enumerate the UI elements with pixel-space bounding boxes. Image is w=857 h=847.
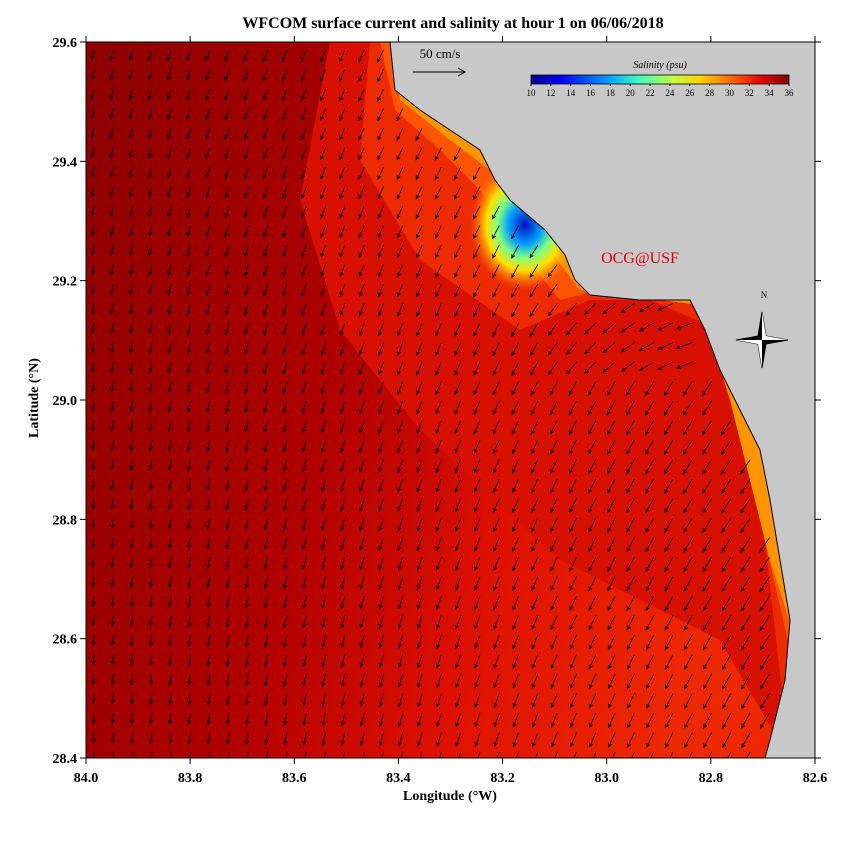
colorbar [530,74,790,85]
credit: OCG@USF [601,250,679,267]
colorbar-tick-label: 10 [527,88,537,98]
colorbar-title: Salinity (psu) [633,60,687,71]
x-tick-label: 83.8 [178,771,203,786]
x-tick-label: 83.2 [490,771,515,786]
y-tick-label: 28.8 [53,513,78,528]
colorbar-tick-label: 12 [546,88,555,98]
compass-rose: N [735,290,789,369]
compass-label: N [761,290,768,300]
axes: 84.0 83.8 83.6 83.4 83.2 83.0 82.8 82.6 28.4 28.6… [53,36,828,786]
colorbar-tick-label: 16 [586,88,596,98]
y-tick-label: 28.4 [53,752,78,767]
x-tick-label: 82.6 [803,771,828,786]
y-tick-label: 29.4 [53,155,78,170]
current-arrows [90,49,770,758]
x-tick-label: 83.0 [594,771,619,786]
y-tick-label: 29.0 [53,394,78,409]
colorbar-tick-label: 26 [685,88,695,98]
y-tick-label: 29.2 [53,275,78,290]
colorbar-tick-label: 28 [705,88,715,98]
current-vectors [90,49,770,758]
y-axis-label: Latitude (°N) [27,358,42,438]
colorbar-tick-label: 32 [745,88,754,98]
colorbar-tick-label: 14 [566,88,576,98]
colorbar-tick-label: 36 [785,88,795,98]
colorbar-tick-label: 30 [725,88,735,98]
scale-label: 50 cm/s [420,46,461,61]
colorbar-tick-label: 24 [665,88,675,98]
x-axis-label: Longitude (°W) [403,789,497,804]
scale-arrow [413,67,467,77]
land [389,42,815,758]
colorbar-tick-label: 18 [606,88,616,98]
salinity-field [86,42,815,758]
x-tick-label: 82.8 [699,771,724,786]
x-tick-label: 83.6 [282,771,307,786]
y-tick-label: 28.6 [53,633,78,648]
colorbar-tick-label: 20 [626,88,636,98]
title: WFCOM surface current and salinity at ho… [242,15,663,32]
colorbar-tick-label: 34 [765,88,775,98]
colorbar-tick-label: 22 [646,88,655,98]
x-tick-label: 83.4 [386,771,411,786]
y-tick-label: 29.6 [53,36,78,51]
x-tick-label: 84.0 [74,771,99,786]
